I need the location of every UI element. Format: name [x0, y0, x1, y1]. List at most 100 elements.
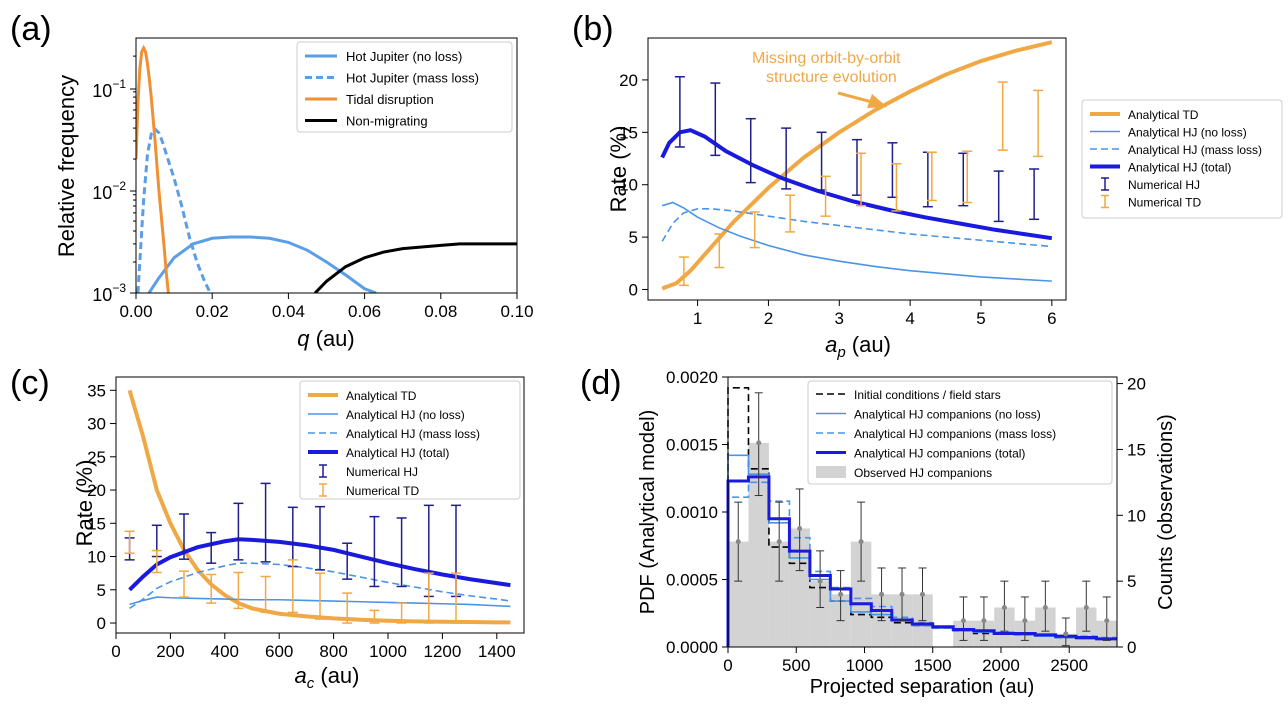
panel-a-legend-label-tidal-disruption: Tidal disruption	[346, 92, 434, 107]
panel-d: (d) 0 500 1000 1500 2000 2500 0.00000.00050.0…	[580, 364, 1177, 698]
panel-d-ytick-label: 0.0000	[666, 638, 718, 657]
panel-c-ylabel: Rate (%)	[72, 460, 97, 547]
panel-a-ylabel: Relative frequency	[54, 75, 79, 257]
panel-c-ytick-label: 0	[97, 614, 106, 633]
panel-b-series-analytical-hj-total	[660, 128, 1053, 241]
panel-a-legend-label-non-migrating: Non-migrating	[346, 114, 428, 129]
panel-b-ytick-label: 15	[619, 123, 638, 142]
panel-b-annotation-line-2: structure evolution	[766, 69, 897, 86]
panel-d-legend-box	[807, 380, 1113, 485]
panel-a-series-hot-jupiter-mass-loss	[136, 126, 212, 293]
panel-d-y2tick-label: 10	[1127, 506, 1146, 525]
panel-a-ytick-label-1e-1: 10−1	[92, 77, 126, 101]
panel-c-legend-label-analytical-hj-no-loss: Analytical HJ (no loss)	[346, 408, 465, 422]
panel-d-label: (d)	[580, 364, 622, 402]
panel-a-frame	[135, 37, 518, 294]
panel-b-legend-label-analytical-hj-no-loss: Analytical HJ (no loss)	[1128, 126, 1247, 140]
panel-b-series-analytical-hj-mass-loss	[661, 208, 1052, 248]
panel-c-x-ticks: 0 200 400 600 800 1000 1200 1400	[111, 633, 516, 661]
panel-c-series-analytical-hj-mass-loss	[129, 562, 511, 610]
panel-a-legend: Hot Jupiter (no loss) Hot Jupiter (mass l…	[296, 41, 513, 133]
panel-c: (c) 0 200 400 600 800 1000 1200 1400 0 5 10 15 20 25…	[10, 364, 525, 692]
panel-b-frame	[647, 37, 1067, 301]
panel-b-xtick-label: 2	[764, 309, 773, 328]
panel-b-x-ticks: 1 2 3 4 5 6	[693, 300, 1057, 328]
panel-c-legend-label-analytical-hj-total: Analytical HJ (total)	[346, 446, 449, 460]
panel-d-y2label: Counts (observations)	[1155, 414, 1177, 610]
panel-d-obs-point	[1104, 618, 1110, 624]
panel-c-xtick-label: 800	[319, 642, 347, 661]
panel-c-legend: Analytical TD Analytical HJ (no loss) Anal…	[299, 380, 521, 500]
panel-c-errorbars-numerical-td	[124, 530, 461, 624]
panel-c-y-ticks: 0 5 10 15 20 25 30 35	[87, 381, 116, 633]
panel-b-ytick-label: 20	[619, 71, 638, 90]
panel-c-ytick-label: 25	[87, 448, 106, 467]
panel-d-legend-label-analytical-hj-companions-no-loss: Analytical HJ companions (no loss)	[854, 408, 1041, 422]
panel-a-legend-label-hot-jupiter-no-loss: Hot Jupiter (no loss)	[346, 49, 462, 64]
panel-a-legend-box	[296, 41, 513, 133]
panel-b-legend: Analytical TD Analytical HJ (no loss) Anal…	[1081, 99, 1283, 219]
panel-d-obs-point	[1001, 604, 1007, 610]
panel-a-legend-label-hot-jupiter-mass-loss: Hot Jupiter (mass loss)	[346, 71, 479, 86]
panel-a-xtick-label: 0.00	[119, 302, 152, 321]
panel-d-obs-point	[797, 525, 803, 531]
panel-c-ytick-label: 30	[87, 415, 106, 434]
panel-a-xtick-label: 0.02	[196, 302, 229, 321]
panel-b-errorbars-numerical-td	[678, 81, 1044, 287]
panel-d-obs-point	[817, 578, 823, 584]
panel-c-legend-label-numerical-hj: Numerical HJ	[346, 465, 418, 479]
panel-d-obs-point	[838, 591, 844, 597]
panel-c-ytick-label: 10	[87, 548, 106, 567]
panel-c-legend-label-analytical-td: Analytical TD	[346, 389, 417, 403]
panel-d-xtick-label: 2500	[1050, 656, 1088, 675]
panel-c-xtick-label: 0	[111, 642, 120, 661]
panel-d-ytick-label: 0.0020	[666, 368, 718, 387]
panel-c-ytick-label: 15	[87, 514, 106, 533]
panel-b-xtick-label: 4	[905, 309, 914, 328]
panel-d-bar	[748, 442, 769, 647]
panel-d-ytick-label: 0.0005	[666, 571, 718, 590]
panel-d-legend: Initial conditions / field stars Analytic…	[807, 380, 1113, 485]
panel-d-bar	[768, 541, 790, 647]
panel-b-legend-label-numerical-td: Numerical TD	[1128, 196, 1201, 210]
panel-c-ytick-label: 20	[87, 481, 106, 500]
panel-d-plot-area	[726, 386, 1117, 647]
panel-b-ytick-label: 0	[629, 281, 638, 300]
panel-b-legend-label-analytical-hj-total: Analytical HJ (total)	[1128, 161, 1231, 175]
panel-b-ylabel: Rate (%)	[606, 126, 631, 213]
panel-b-annotation-line-1: Missing orbit-by-orbit	[752, 50, 901, 67]
panel-d-obs-point	[1063, 631, 1069, 637]
panel-d-xtick-label: 1500	[914, 656, 952, 675]
panel-d-obs-point	[960, 618, 966, 624]
panel-c-xtick-label: 1400	[478, 642, 516, 661]
panel-d-obs-point	[776, 539, 782, 545]
panel-b-legend-label-numerical-hj: Numerical HJ	[1128, 178, 1200, 192]
panel-d-ylabel: PDF (Analytical model)	[637, 410, 659, 615]
panel-c-xtick-label: 200	[156, 642, 184, 661]
panel-c-legend-box	[299, 380, 521, 500]
panel-d-legend-label-analytical-hj-companions-total: Analytical HJ companions (total)	[854, 447, 1025, 461]
panel-c-xtick-label: 1000	[369, 642, 407, 661]
panel-c-xtick-label: 1200	[423, 642, 461, 661]
panel-b-ytick-label: 10	[619, 176, 638, 195]
panel-d-series-analytical-hj-companions-total	[726, 475, 1117, 647]
panel-d-ytick-label: 0.0015	[666, 436, 718, 455]
panel-a-x-ticks: 0.00 0.02 0.04 0.06 0.08 0.10	[119, 293, 534, 321]
panel-d-y2tick-label: 0	[1127, 638, 1136, 657]
panel-b-xtick-label: 5	[976, 309, 985, 328]
panel-a-series-non-migrating	[313, 242, 517, 293]
panel-b-label: (b)	[572, 10, 614, 48]
panel-d-obs-point	[858, 539, 864, 545]
panel-d-xtick-label: 1000	[846, 656, 884, 675]
panel-d-xtick-label: 2000	[982, 656, 1020, 675]
panel-b-legend-label-analytical-hj-mass-loss: Analytical HJ (mass loss)	[1128, 143, 1262, 157]
panel-d-obs-point	[1042, 604, 1048, 610]
panel-d-y2tick-label: 5	[1127, 572, 1136, 591]
panel-d-obs-point	[920, 591, 925, 597]
panel-c-legend-label-analytical-hj-mass-loss: Analytical HJ (mass loss)	[346, 427, 480, 441]
panel-d-y2tick-label: 15	[1127, 440, 1146, 459]
panel-c-xtick-label: 400	[211, 642, 239, 661]
panel-c-xtick-label: 600	[265, 642, 293, 661]
panel-a-xtick-label: 0.04	[272, 302, 305, 321]
